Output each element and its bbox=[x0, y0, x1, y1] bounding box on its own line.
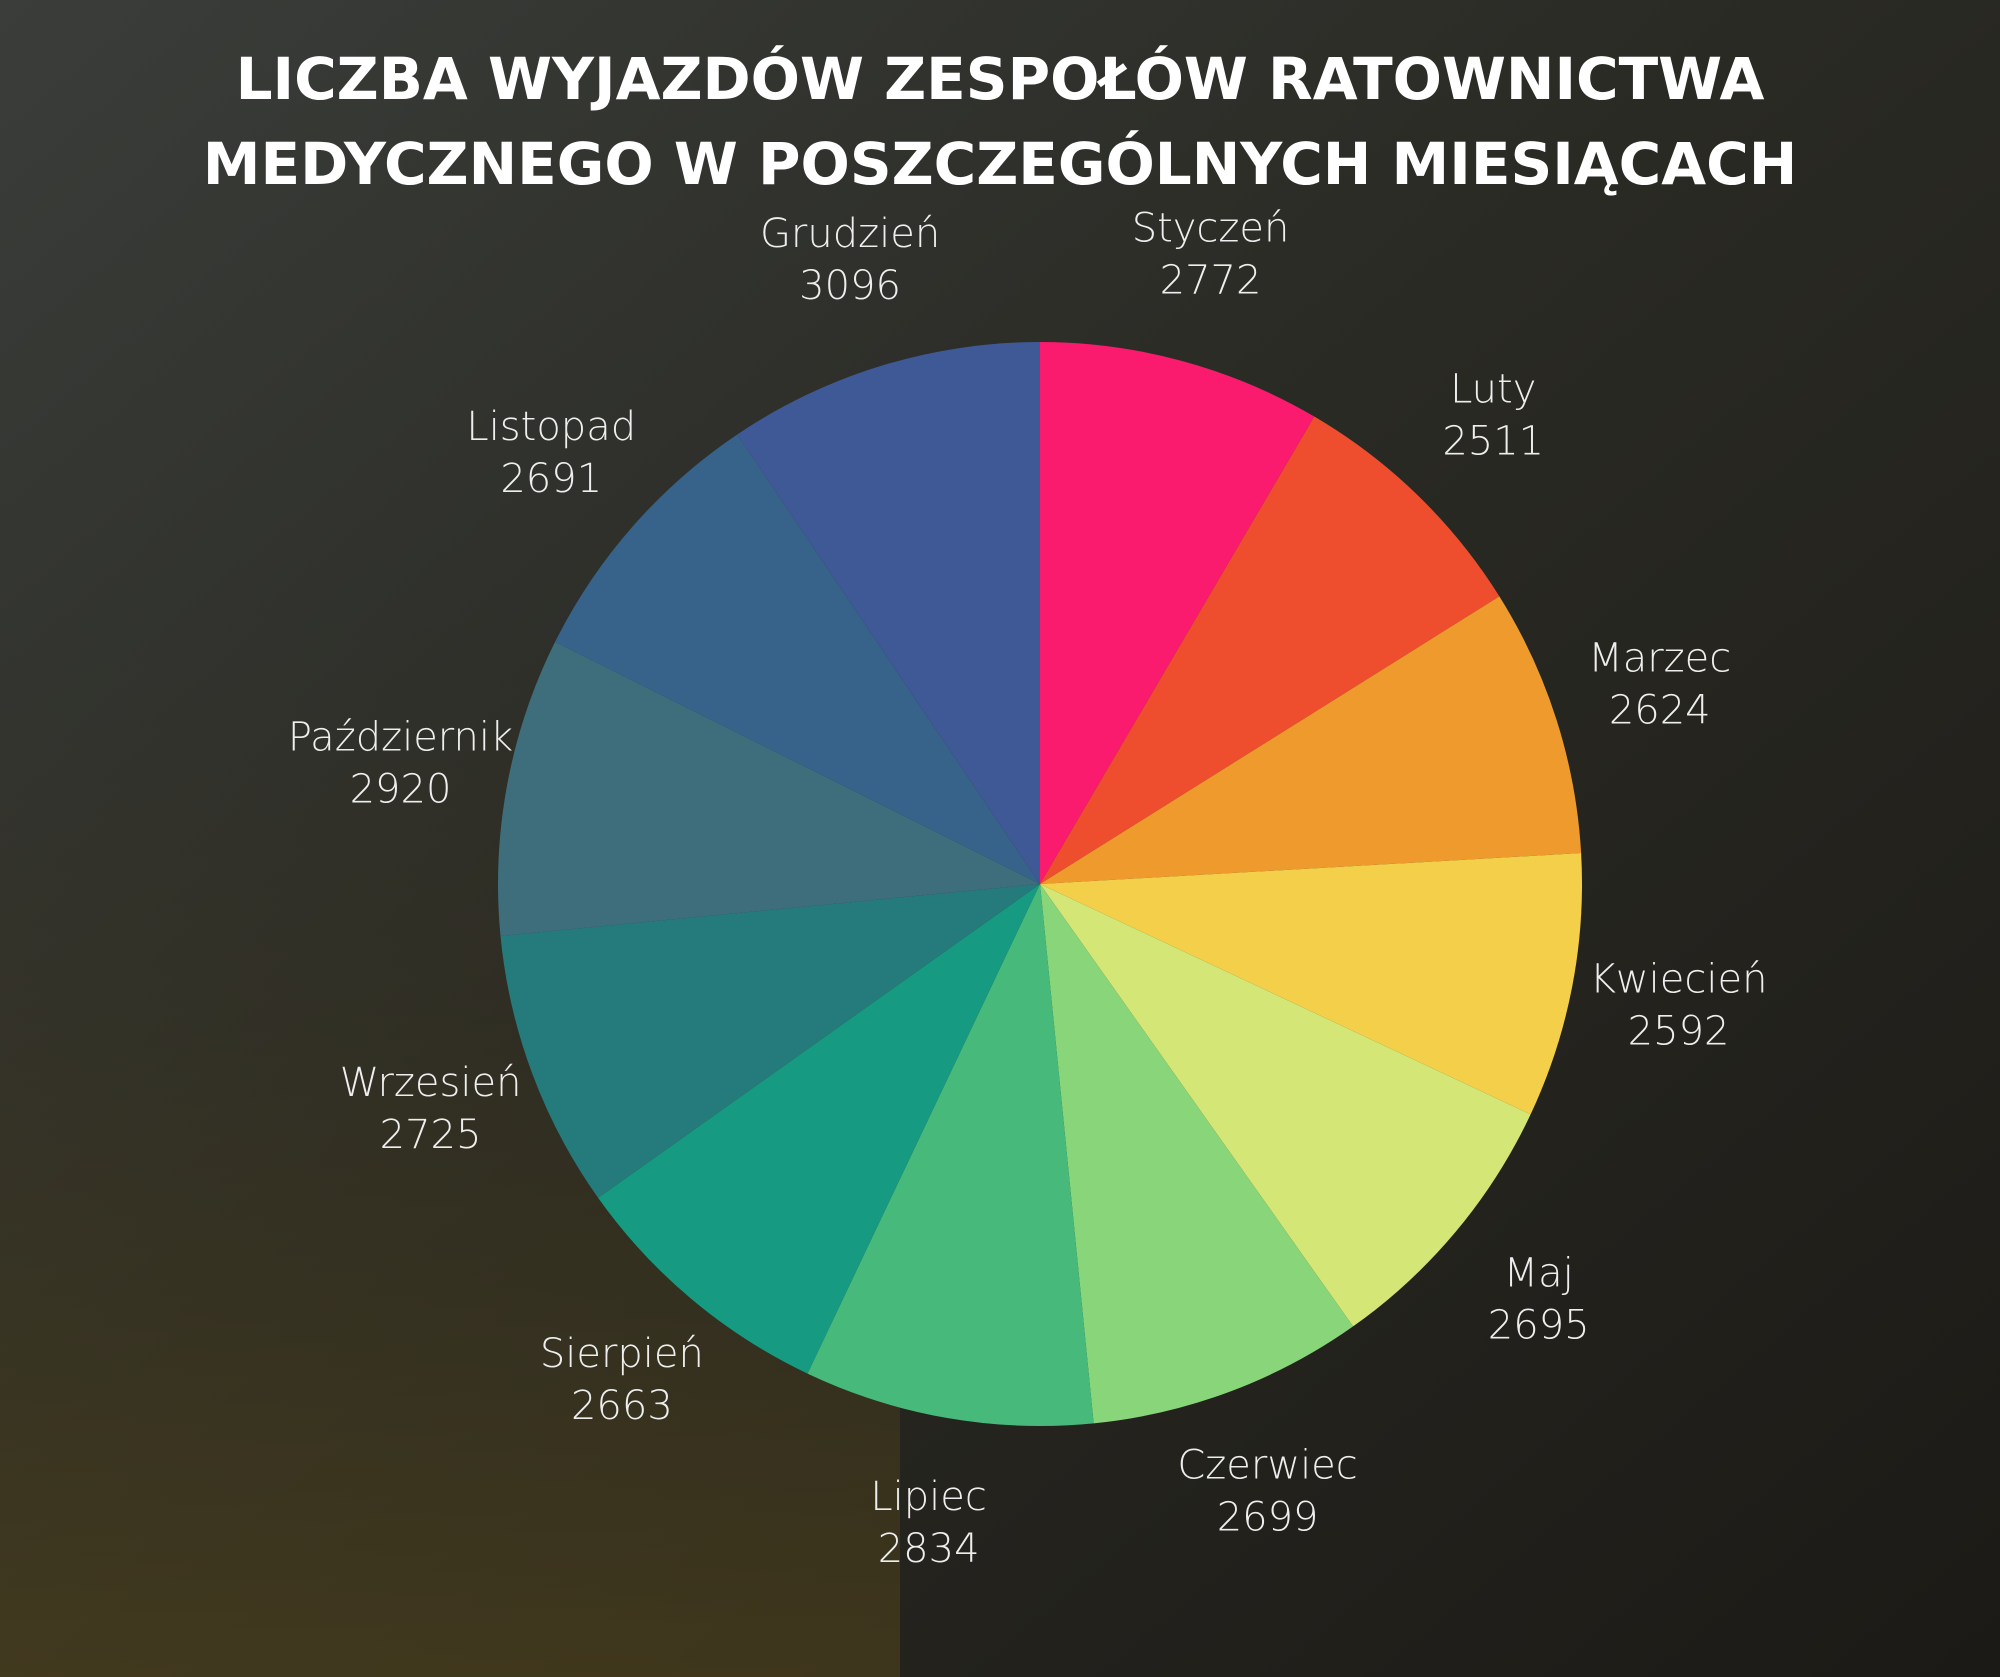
slice-label: Październik bbox=[288, 714, 513, 760]
value-label: 2834 bbox=[878, 1526, 980, 1572]
value-label: 2725 bbox=[380, 1112, 482, 1158]
chart-title: MEDYCZNEGO W POSZCZEGÓLNYCH MIESIĄCACH bbox=[203, 129, 1798, 198]
slice-label: Styczeń bbox=[1132, 205, 1290, 251]
slice-label: Maj bbox=[1504, 1251, 1574, 1297]
value-label: 2920 bbox=[350, 766, 452, 812]
pie-slice bbox=[555, 434, 1040, 884]
value-label: 3096 bbox=[799, 263, 901, 309]
chart-title: LICZBA WYJAZDÓW ZESPOŁÓW RATOWNICTWA bbox=[236, 44, 1765, 113]
slice-label: Marzec bbox=[1588, 636, 1731, 682]
value-label: 2624 bbox=[1609, 688, 1711, 734]
value-label: 2511 bbox=[1442, 419, 1544, 465]
pie-slice bbox=[1040, 416, 1500, 884]
value-label: 2691 bbox=[500, 456, 602, 502]
pie-slice bbox=[807, 884, 1094, 1426]
slice-label: Wrzesień bbox=[340, 1060, 522, 1106]
pie-slice bbox=[598, 884, 1040, 1374]
slice-label: Lipiec bbox=[870, 1474, 987, 1520]
pie-slice bbox=[1040, 884, 1354, 1424]
pie-slice bbox=[1040, 853, 1582, 1115]
slice-label: Luty bbox=[1450, 367, 1536, 413]
slice-label: Kwiecień bbox=[1590, 956, 1768, 1002]
value-label: 2772 bbox=[1160, 257, 1262, 303]
slice-label: Sierpień bbox=[540, 1331, 704, 1377]
value-label: 2699 bbox=[1217, 1494, 1319, 1540]
pie-slice bbox=[1040, 596, 1582, 884]
pie-slice bbox=[498, 641, 1040, 936]
value-label: 2592 bbox=[1628, 1008, 1730, 1054]
slice-label: Czerwiec bbox=[1177, 1442, 1357, 1488]
slice-label: Grudzień bbox=[760, 211, 940, 257]
pie-slice bbox=[1040, 884, 1531, 1327]
pie-slice bbox=[737, 342, 1040, 884]
pie-slice bbox=[500, 884, 1040, 1198]
slice-label: Listopad bbox=[466, 404, 636, 450]
value-label: 2695 bbox=[1488, 1303, 1590, 1349]
value-label: 2663 bbox=[571, 1383, 673, 1429]
pie-slice bbox=[1040, 342, 1315, 884]
